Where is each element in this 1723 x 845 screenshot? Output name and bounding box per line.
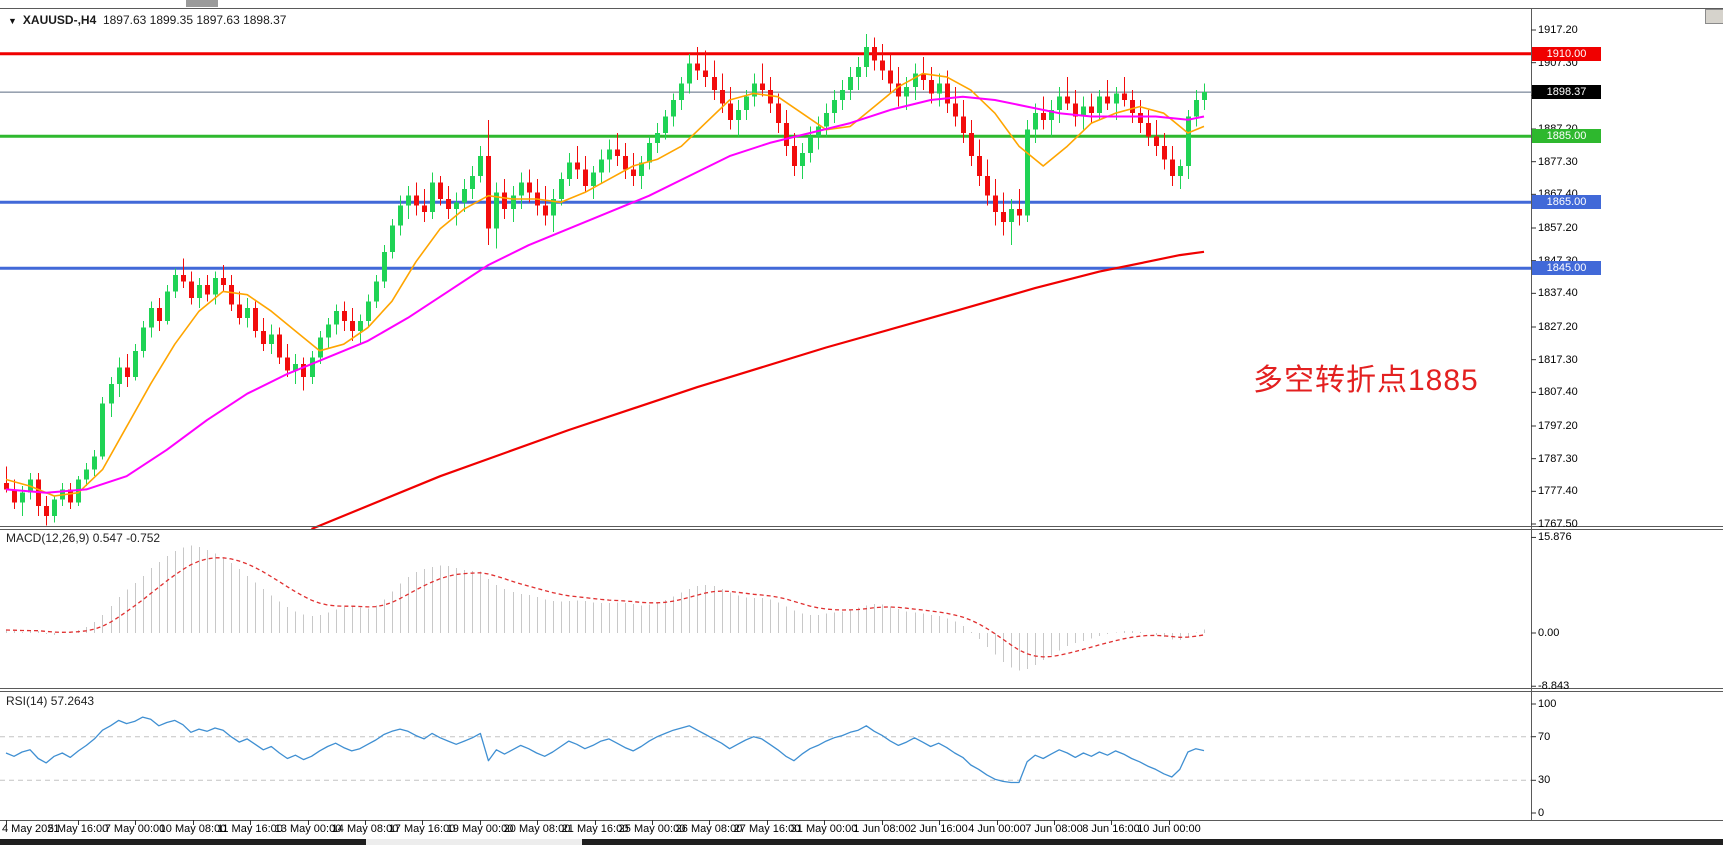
price-tick-label: 1807.40 — [1538, 386, 1578, 399]
chart-scrollbar-thumb[interactable] — [1705, 9, 1723, 24]
date-label: 10 May 08:00 — [159, 823, 227, 835]
date-label: 4 May 2021 — [2, 823, 60, 835]
price-tick-label: 1797.20 — [1538, 420, 1578, 432]
date-label: 21 May 16:00 — [561, 823, 629, 835]
price-tick-label: 1777.40 — [1538, 485, 1578, 498]
price-level-badge: 1885.00 — [1532, 129, 1601, 144]
price-level-badge: 1865.00 — [1532, 195, 1601, 210]
symbol-label: XAUUSD-,H4 — [22, 13, 97, 27]
date-label: 4 Jun 00:00 — [968, 823, 1026, 835]
date-label: 2 Jun 16:00 — [910, 823, 968, 835]
macd-values: 0.547 -0.752 — [92, 531, 161, 545]
macd-tick-label: 0.00 — [1538, 627, 1560, 639]
ohlc-values: 1897.63 1899.35 1897.63 1898.37 — [102, 13, 287, 27]
rsi-indicator-label: RSI(14) 57.2643 — [6, 694, 95, 708]
date-label: 13 May 00:00 — [274, 823, 342, 835]
date-label: 17 May 16:00 — [388, 823, 456, 835]
date-label: 20 May 08:00 — [503, 823, 571, 835]
date-label: 11 May 16:00 — [217, 823, 283, 835]
date-label: 1 Jun 08:00 — [853, 823, 911, 835]
taskbar-segment-right — [582, 839, 1723, 845]
rsi-tick-label: 0 — [1538, 807, 1545, 819]
date-label: 8 Jun 16:00 — [1082, 823, 1140, 835]
price-tick-label: 1877.30 — [1538, 155, 1578, 168]
date-label: 5 May 16:00 — [47, 823, 109, 835]
price-level-badge: 1910.00 — [1532, 46, 1601, 61]
taskbar-segment-middle — [366, 839, 582, 845]
price-tick-label: 1837.40 — [1538, 287, 1578, 300]
price-tick-label: 1857.20 — [1538, 222, 1578, 234]
price-level-badge: 1845.00 — [1532, 261, 1601, 276]
macd-tick-label: -8.843 — [1538, 680, 1570, 693]
date-label: 7 May 00:00 — [104, 823, 166, 835]
date-label: 26 May 08:00 — [675, 823, 743, 835]
price-tick-label: 1917.20 — [1538, 24, 1578, 36]
price-tick-label: 1787.30 — [1538, 452, 1578, 465]
rsi-tick-label: 100 — [1538, 698, 1557, 710]
price-tick-label: 1817.30 — [1538, 353, 1578, 366]
rsi-tick-label: 70 — [1538, 730, 1551, 743]
date-label: 27 May 16:00 — [733, 823, 801, 835]
taskbar-segment-left — [0, 839, 366, 845]
price-tick-label: 1767.50 — [1538, 518, 1578, 530]
date-label: 19 May 00:00 — [446, 823, 514, 835]
macd-indicator-label: MACD(12,26,9) 0.547 -0.752 — [6, 531, 161, 545]
date-label: 10 Jun 00:00 — [1137, 823, 1201, 835]
price-tick-label: 1827.20 — [1538, 321, 1578, 333]
rsi-tick-label: 30 — [1538, 774, 1551, 787]
symbol-dropdown-icon[interactable]: ▼ — [8, 16, 17, 26]
date-label: 14 May 08:00 — [331, 823, 399, 835]
macd-tick-label: 15.876 — [1538, 531, 1572, 544]
date-label: 7 Jun 08:00 — [1025, 823, 1083, 835]
date-label: 25 May 00:00 — [618, 823, 686, 835]
rsi-value: 57.2643 — [50, 694, 95, 708]
window-top-fragment — [186, 0, 218, 7]
chart-text-annotation[interactable]: 多空转折点1885 — [1253, 364, 1479, 397]
date-label: 31 May 00:00 — [790, 823, 858, 835]
price-level-badge: 1898.37 — [1532, 85, 1601, 100]
symbol-info-bar: ▼ XAUUSD-,H4 1897.63 1899.35 1897.63 1898… — [8, 13, 286, 27]
